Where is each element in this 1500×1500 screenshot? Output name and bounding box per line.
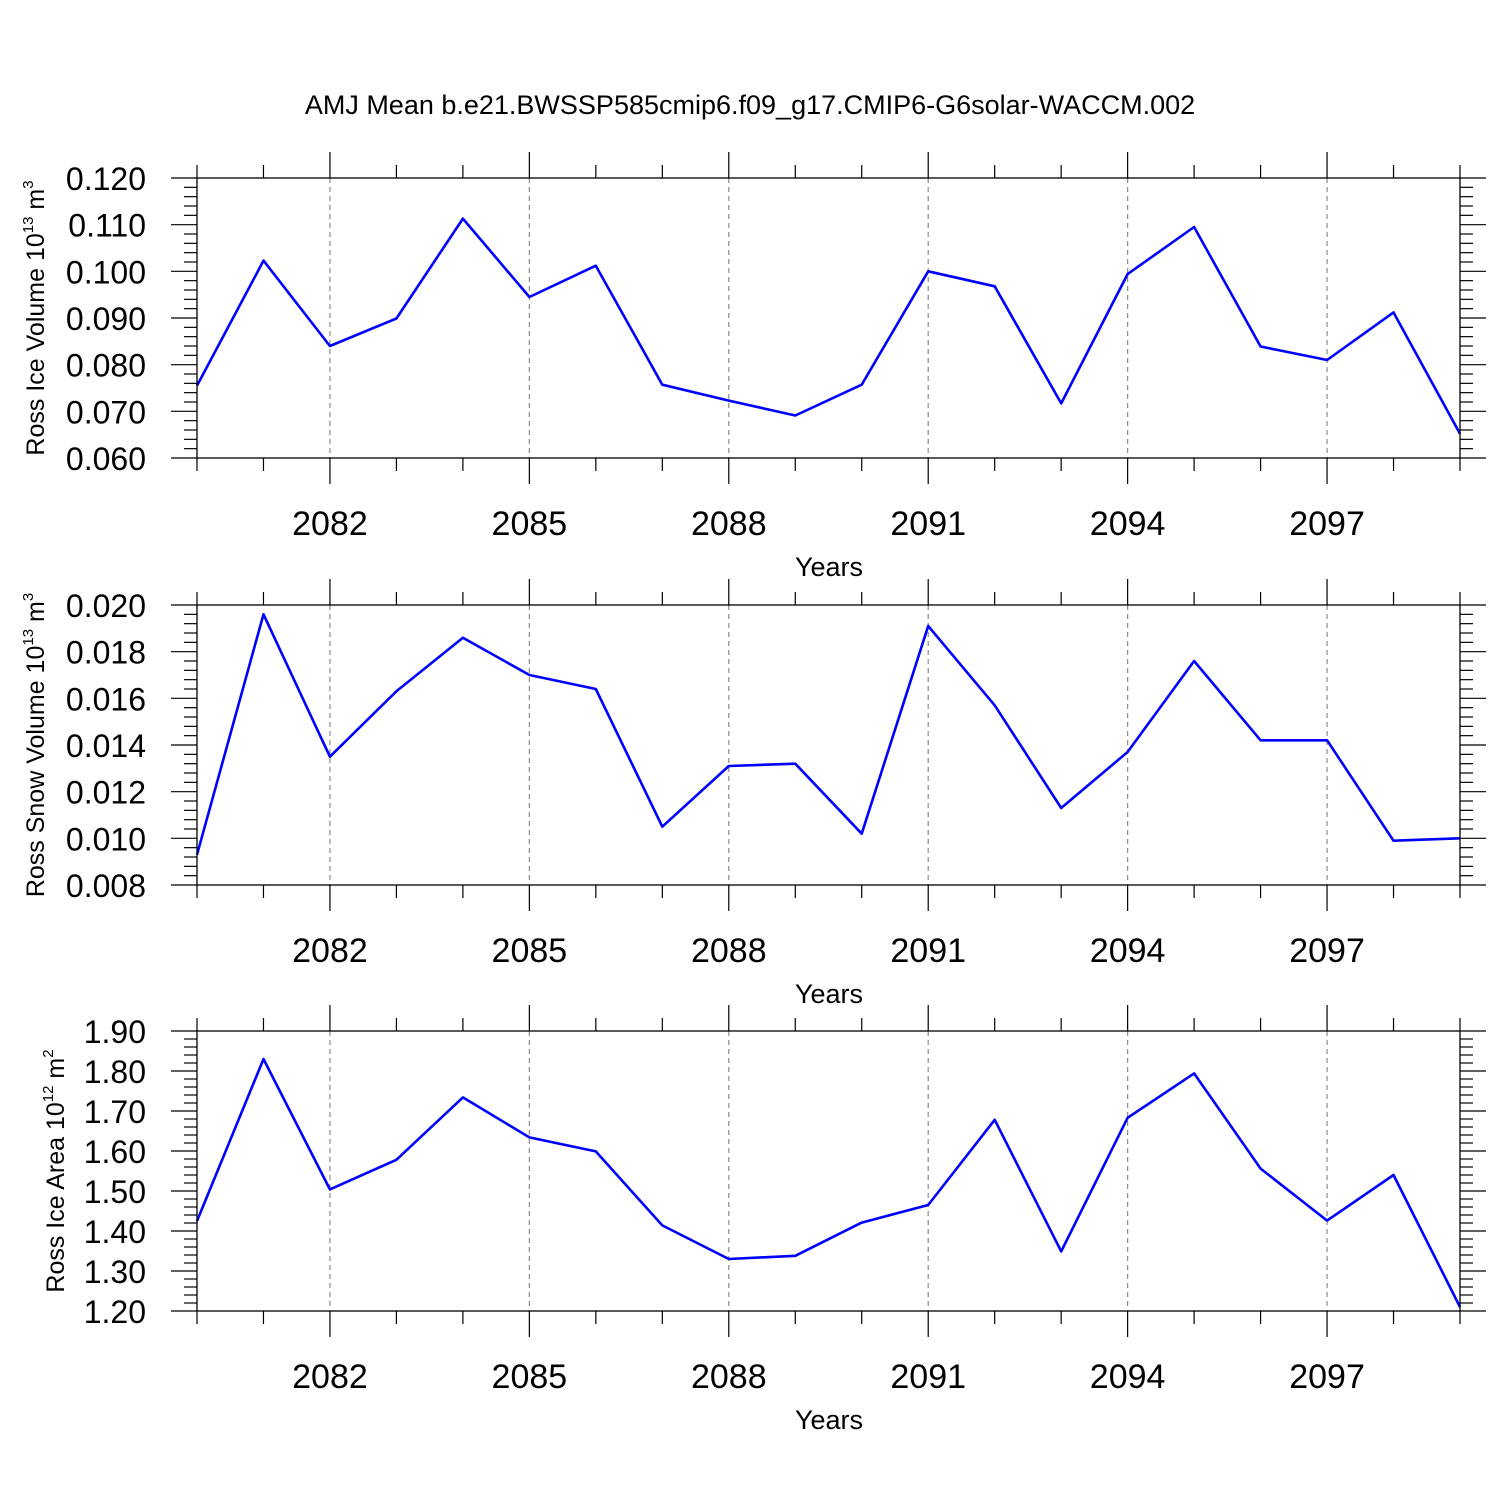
x-tick-label: 2085 [492,932,568,970]
y-axis-label-superscript: 2 [40,1049,57,1057]
y-tick-label: 0.080 [66,348,146,384]
x-tick-label: 2091 [890,1358,966,1396]
plot-frame [196,604,1461,886]
y-axis-label-part: Ross Ice Area 10 [42,1102,70,1292]
x-tick-label: 2082 [292,932,368,970]
series-line [195,1057,1462,1308]
y-axis-label: Ross Snow Volume 1013 m3 [20,593,50,897]
y-axis-label-part: Ross Ice Volume 10 [22,233,50,455]
x-tick-label: 2088 [691,932,767,970]
y-tick-label: 0.012 [66,775,146,811]
x-tick-label: 2088 [691,1358,767,1396]
y-tick-label: 0.120 [66,161,146,197]
y-tick-label: 0.070 [66,394,146,430]
x-tick-label: 2082 [292,505,368,543]
y-tick-label: 0.016 [66,681,146,717]
y-tick-label: 1.60 [84,1134,146,1170]
x-tick-label: 2091 [890,932,966,970]
y-tick-label: 0.020 [66,588,146,624]
y-tick-label: 1.20 [84,1294,146,1330]
y-axis-label-part: m [42,1058,70,1086]
x-tick-label: 2097 [1289,505,1365,543]
figure-title: AMJ Mean b.e21.BWSSP585cmip6.f09_g17.CMI… [305,90,1195,120]
plot-frame [196,177,1461,459]
x-tick-label: 2085 [492,505,568,543]
y-tick-label: 0.110 [68,208,146,244]
y-tick-label: 1.40 [84,1214,146,1250]
y-axis-label-superscript: 3 [20,593,37,601]
y-tick-label: 1.50 [84,1174,146,1210]
x-tick-label: 2094 [1090,505,1166,543]
chart-panel-3: 1.90 1.80 1.70 1.60 1.50 1.40 1.30 1.20 2082 2085… [40,1005,1486,1435]
series-line [195,612,1461,856]
y-tick-label: 0.018 [66,635,146,671]
x-axis-label: Years [795,979,863,1009]
y-axis-label-superscript: 13 [20,217,37,234]
y-tick-label: 1.80 [84,1054,146,1090]
y-tick-label: 0.010 [66,821,146,857]
x-tick-label: 2094 [1090,1358,1166,1396]
y-tick-label: 0.008 [66,868,146,904]
plot-frame [196,1030,1461,1312]
y-axis-label-part: m [22,189,50,217]
chart-panel-1: 0.120 0.110 0.100 0.090 0.080 0.070 0.060 2082 2… [20,152,1486,582]
x-tick-label: 2097 [1289,932,1365,970]
y-tick-label: 1.70 [84,1094,146,1130]
y-tick-label: 0.090 [66,301,146,337]
x-tick-label: 2097 [1289,1358,1365,1396]
y-tick-label: 0.100 [66,254,146,290]
x-tick-label: 2094 [1090,932,1166,970]
y-axis-label: Ross Ice Area 1012 m2 [40,1049,70,1292]
chart-panel-2: 0.020 0.018 0.016 0.014 0.012 0.010 0.008 2082 2… [20,579,1486,1009]
x-axis-label: Years [795,552,863,582]
y-axis-label-part: Ross Snow Volume 10 [22,646,50,898]
series-line [195,217,1462,435]
y-tick-label: 0.014 [66,728,146,764]
x-tick-label: 2082 [292,1358,368,1396]
y-tick-label: 0.060 [66,441,146,477]
y-axis-label-superscript: 3 [20,180,37,188]
y-axis-label-superscript: 12 [40,1086,57,1103]
x-axis-label: Years [795,1405,863,1435]
y-tick-label: 1.90 [84,1014,146,1050]
y-axis-label: Ross Ice Volume 1013 m3 [20,180,50,455]
x-tick-label: 2088 [691,505,767,543]
x-tick-label: 2085 [492,1358,568,1396]
y-axis-label-superscript: 13 [20,629,37,646]
y-axis-label-part: m [22,601,50,629]
y-tick-label: 1.30 [84,1254,146,1290]
x-tick-label: 2091 [890,505,966,543]
